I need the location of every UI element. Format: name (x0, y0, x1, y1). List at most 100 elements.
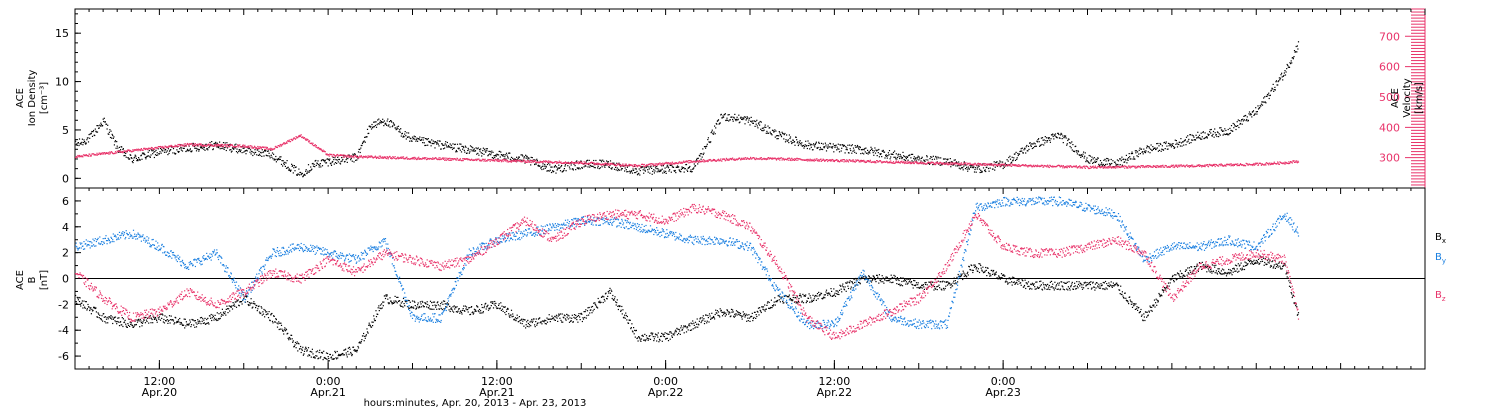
ion-density-series-point (405, 138, 407, 140)
velocity-series-point (675, 162, 677, 165)
ion-density-series-point (279, 156, 281, 158)
ion-density-series-point (987, 167, 990, 170)
ion-density-series-point (503, 154, 505, 156)
ion-density-series-point (589, 164, 591, 167)
ion-density-series-point (85, 142, 87, 144)
velocity-series-point (417, 158, 419, 160)
ion-density-series-point (851, 144, 853, 146)
velocity-series-point (184, 143, 186, 145)
velocity-series-point (1161, 166, 1163, 168)
ion-density-series-point (724, 113, 726, 115)
ion-density-series-point (964, 164, 966, 166)
ion-density-series-point (749, 124, 751, 126)
velocity-series-point (254, 146, 256, 148)
ion-density-series-point (334, 157, 336, 159)
ion-density-series-point (352, 153, 354, 155)
velocity-series-point (1269, 162, 1271, 164)
ion-density-series-point (78, 138, 81, 140)
ion-density-series-point (1228, 133, 1230, 135)
ion-density-series-point (971, 164, 973, 166)
ion-density-series-point (741, 118, 743, 120)
ion-density-series-point (97, 125, 99, 127)
velocity-series-point (305, 138, 307, 140)
velocity-series-point (231, 144, 233, 146)
ion-density-series-point (759, 124, 761, 126)
ion-density-series-point (860, 153, 862, 155)
ion-density-series-point (549, 164, 551, 166)
ion-density-series-point (1052, 135, 1054, 138)
velocity-series-point (270, 149, 272, 151)
ion-density-series-point (966, 166, 968, 168)
velocity-series-point (946, 162, 948, 165)
ion-density-series-point (525, 157, 527, 159)
velocity-series-point (1223, 165, 1225, 167)
ion-density-series-point (1005, 164, 1008, 166)
ion-density-series-point (1012, 160, 1014, 162)
ion-density-series-point (274, 159, 276, 161)
velocity-series-point (841, 160, 843, 162)
velocity-series-point (860, 159, 862, 161)
velocity-series-point (923, 162, 925, 164)
velocity-series-point (142, 149, 144, 151)
velocity-series-point (444, 159, 446, 161)
ion-density-series-point (898, 156, 900, 158)
ion-density-series-point (765, 126, 767, 128)
ion-density-series-point (321, 165, 324, 167)
ion-density-series-point (1285, 71, 1287, 73)
velocity-series-point (1252, 163, 1255, 165)
b-bx-series-point (273, 315, 275, 317)
ion-density-series-point (656, 166, 658, 168)
velocity-series-point (1225, 164, 1228, 166)
ion-density-series-point (163, 151, 166, 153)
ion-density-series-point (451, 146, 453, 148)
velocity-series-point (1013, 165, 1015, 167)
b-bx-series-point (343, 349, 345, 351)
velocity-series-point (366, 156, 368, 158)
velocity-series-point (771, 158, 773, 160)
ion-density-series-point (829, 143, 832, 145)
ion-density-series-point (132, 162, 134, 164)
b-bx-series-point (248, 304, 250, 307)
b-bx-series-point (228, 305, 230, 307)
ion-density-series-point (526, 156, 528, 158)
ion-density-series-point (259, 154, 261, 157)
ion-density-series-point (558, 164, 560, 166)
ion-density-series-point (106, 128, 108, 130)
velocity-series-point (368, 155, 370, 157)
ion-density-series-point (846, 147, 848, 149)
ion-density-series-point (832, 143, 834, 145)
ion-density-series-point (1149, 152, 1151, 154)
ion-density-series-point (1115, 163, 1117, 165)
velocity-series-point (998, 164, 1000, 166)
velocity-series-point (743, 158, 745, 160)
ion-density-series-point (680, 168, 682, 170)
velocity-series-point (156, 147, 158, 149)
ion-density-series-point (154, 150, 156, 153)
b-bx-series-point (345, 348, 347, 350)
b-bx-series-point (349, 348, 351, 350)
velocity-series-point (634, 164, 636, 166)
ion-density-series-point (982, 167, 985, 169)
ion-density-series-point (1192, 135, 1194, 137)
ion-density-series-point (536, 158, 538, 160)
ion-density-series-point (427, 144, 429, 146)
b-bx-series-point (114, 316, 117, 318)
ion-density-series-point (298, 174, 301, 176)
velocity-series-point (851, 160, 853, 162)
ion-density-series-point (191, 150, 193, 152)
ion-density-series-point (330, 163, 332, 165)
ion-density-series-point (1031, 143, 1033, 145)
ion-density-series-point (473, 150, 475, 152)
ion-density-series-point (1106, 157, 1108, 160)
velocity-series-point (973, 163, 976, 165)
velocity-series-point (500, 161, 502, 163)
ion-density-series-point (869, 152, 871, 154)
ion-density-series-point (195, 150, 198, 152)
b-bx-series-point (220, 312, 222, 314)
velocity-series-point (682, 161, 684, 163)
ion-density-series-point (1086, 157, 1088, 159)
ion-density-series-point (171, 146, 173, 148)
ion-density-series-point (186, 150, 188, 152)
ion-density-series-point (258, 150, 260, 153)
velocity-series-point (397, 158, 400, 160)
